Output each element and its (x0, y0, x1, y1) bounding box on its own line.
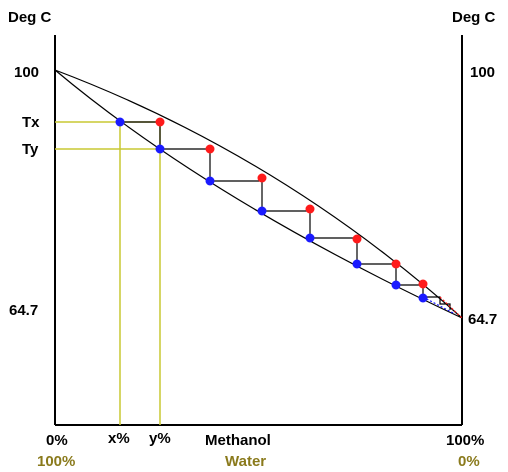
right-100-label: 100 (470, 64, 496, 81)
x-right-top-label: 100% (446, 432, 485, 449)
right-unit-label: Deg C (452, 9, 496, 26)
x-left-bottom-label: 100% (37, 453, 76, 470)
vapor-point (391, 259, 401, 269)
methanol-label: Methanol (205, 432, 271, 449)
liquid-point (115, 117, 125, 127)
vapor-point (205, 144, 215, 154)
guide-lines (55, 121, 161, 425)
liquid-point (391, 280, 401, 290)
ty-label: Ty (22, 141, 39, 158)
liquid-point (305, 233, 315, 243)
right-64-label: 64.7 (468, 311, 498, 328)
x-pct-label: x% (108, 430, 130, 447)
left-unit-label: Deg C (8, 9, 52, 26)
staircase (120, 121, 451, 310)
vapor-point (418, 279, 428, 289)
liquid-point (352, 259, 362, 269)
liquid-point (155, 144, 165, 154)
left-64-label: 64.7 (9, 302, 39, 319)
vapor-point (305, 204, 315, 214)
vapor-point (257, 173, 267, 183)
vapor-point (352, 234, 362, 244)
vapor-point (155, 117, 165, 127)
staircase-tail (439, 296, 463, 319)
liquid-point (257, 206, 267, 216)
liquid-points (115, 117, 428, 303)
liquid-point (205, 176, 215, 186)
left-100-label: 100 (14, 64, 40, 81)
dew-curve (54, 69, 463, 319)
vapor-points (155, 117, 428, 289)
liquid-point (418, 293, 428, 303)
x-left-top-label: 0% (46, 432, 68, 449)
tx-label: Tx (22, 114, 40, 131)
bubble-curve (54, 69, 463, 319)
y-pct-label: y% (149, 430, 171, 447)
x-right-bottom-label: 0% (458, 453, 480, 470)
water-label: Water (225, 453, 267, 470)
